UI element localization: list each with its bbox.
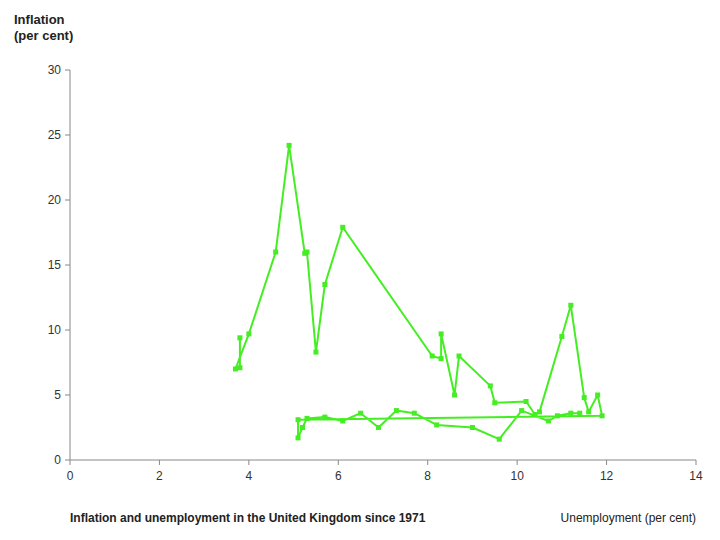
- y-tick-label: 15: [48, 258, 62, 272]
- x-tick-label: 12: [600, 469, 614, 483]
- point: [296, 435, 301, 440]
- x-tick: [606, 460, 607, 465]
- y-tick-label: 10: [48, 323, 62, 337]
- y-tick: [65, 395, 70, 396]
- x-tick-label: 10: [510, 469, 524, 483]
- x-tick: [427, 460, 428, 465]
- point: [439, 356, 444, 361]
- point: [233, 367, 238, 372]
- point: [394, 408, 399, 413]
- point: [246, 331, 251, 336]
- point: [533, 412, 538, 417]
- point: [568, 411, 573, 416]
- x-tick-label: 14: [689, 469, 703, 483]
- x-tick-label: 6: [335, 469, 342, 483]
- x-tick: [338, 460, 339, 465]
- point: [296, 417, 301, 422]
- y-tick: [65, 70, 70, 71]
- x-tick: [248, 460, 249, 465]
- point: [586, 409, 591, 414]
- x-tick: [70, 460, 71, 465]
- point: [434, 422, 439, 427]
- point: [376, 425, 381, 430]
- point: [287, 143, 292, 148]
- point: [322, 282, 327, 287]
- point: [559, 334, 564, 339]
- x-tick-label: 2: [156, 469, 163, 483]
- point: [470, 425, 475, 430]
- plot-area: [233, 143, 605, 442]
- x-axis-label: Unemployment (per cent): [561, 511, 696, 525]
- y-tick: [65, 330, 70, 331]
- point: [600, 413, 605, 418]
- point: [595, 393, 600, 398]
- x-tick-label: 4: [246, 469, 253, 483]
- point: [519, 408, 524, 413]
- point: [537, 409, 542, 414]
- x-tick: [696, 460, 697, 465]
- point: [488, 383, 493, 388]
- point: [358, 411, 363, 416]
- point: [430, 354, 435, 359]
- point: [577, 411, 582, 416]
- point: [304, 416, 309, 421]
- point: [304, 250, 309, 255]
- point: [273, 250, 278, 255]
- y-tick-label: 20: [48, 193, 62, 207]
- axes: 0 2 4 6 8 10 12 14 0 5 10 15 20 25 30: [48, 63, 703, 483]
- y-tick-label: 0: [54, 453, 61, 467]
- point: [582, 395, 587, 400]
- point: [452, 393, 457, 398]
- point: [439, 331, 444, 336]
- title: Inflation and unemployment in the United…: [70, 511, 426, 525]
- chart: 0 2 4 6 8 10 12 14 0 5 10 15 20 25 30 Inflation(per cen…: [0, 0, 720, 540]
- y-tick-label: 30: [48, 63, 62, 77]
- point: [524, 399, 529, 404]
- point: [237, 335, 242, 340]
- point: [546, 419, 551, 424]
- x-axis-line: [70, 460, 696, 461]
- point: [340, 225, 345, 230]
- y-tick: [65, 200, 70, 201]
- x-tick-label: 8: [424, 469, 431, 483]
- point: [412, 411, 417, 416]
- point: [237, 365, 242, 370]
- y-axis-label: Inflation(per cent): [14, 12, 73, 43]
- y-tick: [65, 135, 70, 136]
- y-tick: [65, 460, 70, 461]
- line: [235, 145, 602, 439]
- y-tick-label: 25: [48, 128, 62, 142]
- point: [457, 354, 462, 359]
- y-tick: [65, 265, 70, 266]
- point: [497, 437, 502, 442]
- x-tick: [517, 460, 518, 465]
- point: [555, 413, 560, 418]
- point: [300, 425, 305, 430]
- x-tick-label: 0: [67, 469, 74, 483]
- point: [322, 415, 327, 420]
- point: [313, 350, 318, 355]
- point: [340, 419, 345, 424]
- y-tick-label: 5: [54, 388, 61, 402]
- x-tick: [159, 460, 160, 465]
- point: [492, 400, 497, 405]
- point: [568, 303, 573, 308]
